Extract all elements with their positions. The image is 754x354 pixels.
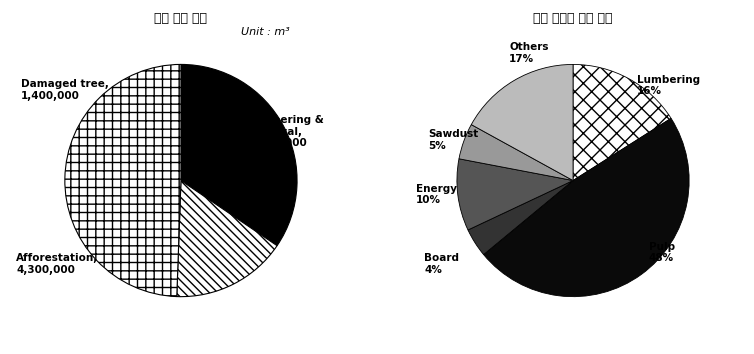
Text: Pulp
48%: Pulp 48%	[648, 242, 675, 263]
Text: Sawdust
5%: Sawdust 5%	[428, 129, 478, 151]
Wedge shape	[459, 125, 573, 181]
Text: Board
4%: Board 4%	[425, 253, 459, 275]
Wedge shape	[181, 64, 297, 246]
Text: Afforestation,
4,300,000: Afforestation, 4,300,000	[16, 253, 98, 275]
Text: Others
17%: Others 17%	[509, 42, 549, 64]
Wedge shape	[471, 64, 573, 181]
Wedge shape	[468, 181, 573, 255]
Wedge shape	[457, 159, 573, 230]
Wedge shape	[176, 181, 277, 297]
Text: Lumbering
16%: Lumbering 16%	[637, 75, 700, 96]
Title: 국내 벨목 현황: 국내 벨목 현황	[155, 12, 207, 24]
Text: Damaged tree,
1,400,000: Damaged tree, 1,400,000	[20, 79, 109, 101]
Text: Energy
10%: Energy 10%	[416, 184, 457, 205]
Wedge shape	[65, 64, 181, 297]
Text: Unit : m³: Unit : m³	[241, 27, 290, 37]
Title: 국내 용도별 사용 비율: 국내 용도별 사용 비율	[533, 12, 613, 24]
Wedge shape	[483, 118, 689, 297]
Wedge shape	[573, 64, 671, 181]
Text: Lumbering &
Renewal,
3,000,000: Lumbering & Renewal, 3,000,000	[248, 115, 324, 148]
